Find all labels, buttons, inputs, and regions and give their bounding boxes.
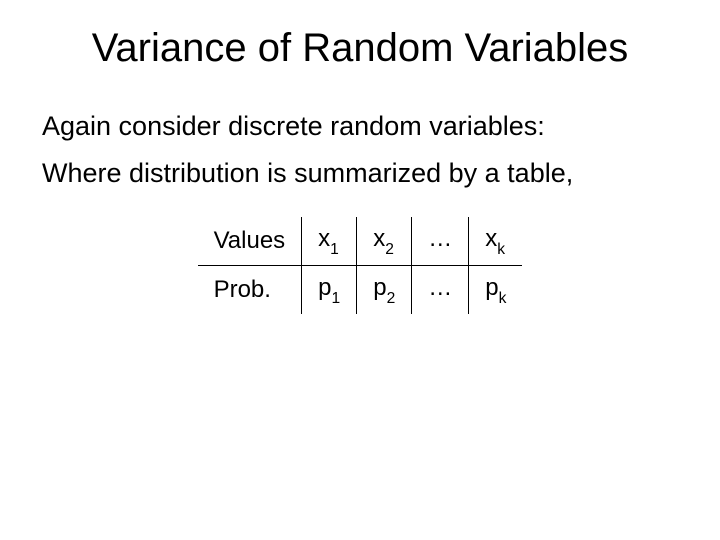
cell-sub: 1 xyxy=(332,290,341,307)
row-label: Prob. xyxy=(198,265,302,313)
body-line-1: Again consider discrete random variables… xyxy=(42,111,680,142)
table-row: Prob. p1 p2 … pk xyxy=(198,265,523,313)
cell-base: p xyxy=(318,274,331,301)
table-cell: xk xyxy=(469,217,523,265)
cell-sub: 1 xyxy=(330,241,339,258)
body-line-2: Where distribution is summarized by a ta… xyxy=(42,158,680,189)
table-cell: x1 xyxy=(302,217,357,265)
cell-base: p xyxy=(373,274,386,301)
table-row: Values x1 x2 … xk xyxy=(198,217,523,265)
slide-title: Variance of Random Variables xyxy=(40,26,680,71)
table-cell: … xyxy=(412,265,469,313)
cell-sub: k xyxy=(497,241,505,258)
cell-base: x xyxy=(318,225,330,252)
distribution-table-wrap: Values x1 x2 … xk Prob. p1 xyxy=(40,217,680,314)
table-cell: x2 xyxy=(357,217,412,265)
cell-base: p xyxy=(485,274,498,301)
cell-sub: k xyxy=(499,290,507,307)
cell-base: … xyxy=(428,274,452,301)
slide: Variance of Random Variables Again consi… xyxy=(0,0,720,314)
row-label: Values xyxy=(198,217,302,265)
table-cell: p1 xyxy=(302,265,357,313)
cell-base: … xyxy=(428,225,452,252)
table-cell: … xyxy=(412,217,469,265)
distribution-table: Values x1 x2 … xk Prob. p1 xyxy=(198,217,523,314)
cell-base: x xyxy=(485,225,497,252)
cell-sub: 2 xyxy=(387,290,396,307)
cell-sub: 2 xyxy=(385,241,394,258)
cell-base: x xyxy=(373,225,385,252)
table-cell: p2 xyxy=(357,265,412,313)
table-cell: pk xyxy=(469,265,523,313)
